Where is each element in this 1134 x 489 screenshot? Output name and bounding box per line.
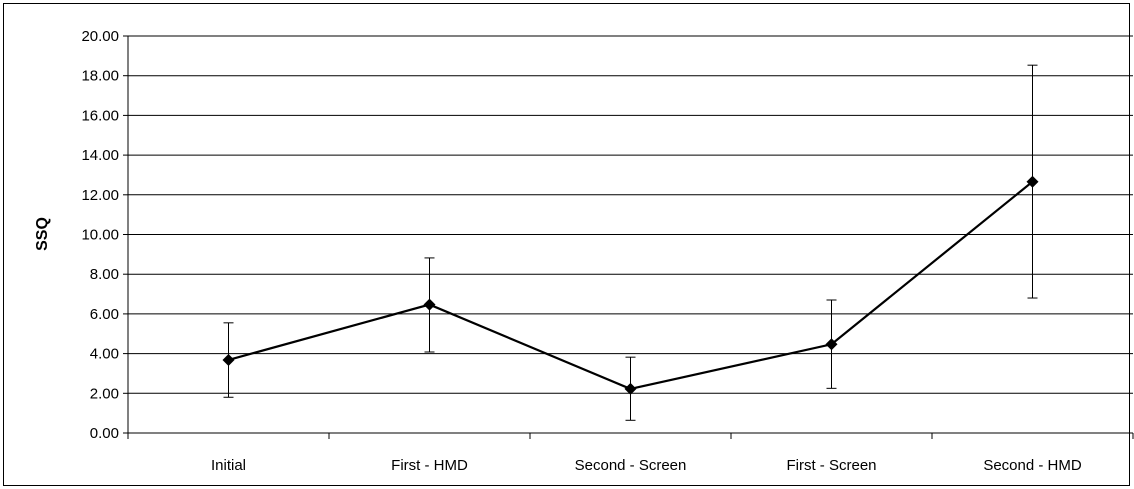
y-tick-label: 14.00 — [81, 147, 119, 164]
data-point-marker — [222, 353, 235, 366]
x-tick-label: First - Screen — [786, 457, 876, 474]
data-point-marker — [423, 298, 436, 311]
y-tick-label: 20.00 — [81, 28, 119, 45]
data-point-marker — [1026, 175, 1039, 188]
y-tick-label: 16.00 — [81, 107, 119, 124]
x-tick-label: First - HMD — [391, 457, 468, 474]
x-tick-label: Second - Screen — [575, 457, 687, 474]
chart-frame — [3, 3, 1130, 486]
markers — [222, 175, 1039, 395]
error-bars — [223, 64, 1038, 421]
x-tick-label: Initial — [211, 457, 246, 474]
gridlines — [128, 35, 1133, 394]
x-tick-labels: Initial First - HMD Second - Screen First -… — [211, 457, 1082, 474]
y-tick-label: 4.00 — [90, 346, 119, 363]
y-tick-label: 12.00 — [81, 187, 119, 204]
data-point-marker — [825, 338, 838, 351]
y-tick-labels: 0.00 2.00 4.00 6.00 8.00 10.00 12.00 14.00 16.00… — [81, 28, 119, 442]
axes — [123, 35, 1134, 439]
y-tick-label: 0.00 — [90, 425, 119, 442]
y-tick-label: 18.00 — [81, 68, 119, 85]
y-tick-label: 2.00 — [90, 385, 119, 402]
x-tick-label: Second - HMD — [983, 457, 1082, 474]
y-tick-label: 10.00 — [81, 227, 119, 244]
y-tick-label: 8.00 — [90, 266, 119, 283]
y-axis-title: SSQ — [34, 217, 51, 251]
y-tick-label: 6.00 — [90, 306, 119, 323]
data-point-marker — [624, 382, 637, 395]
